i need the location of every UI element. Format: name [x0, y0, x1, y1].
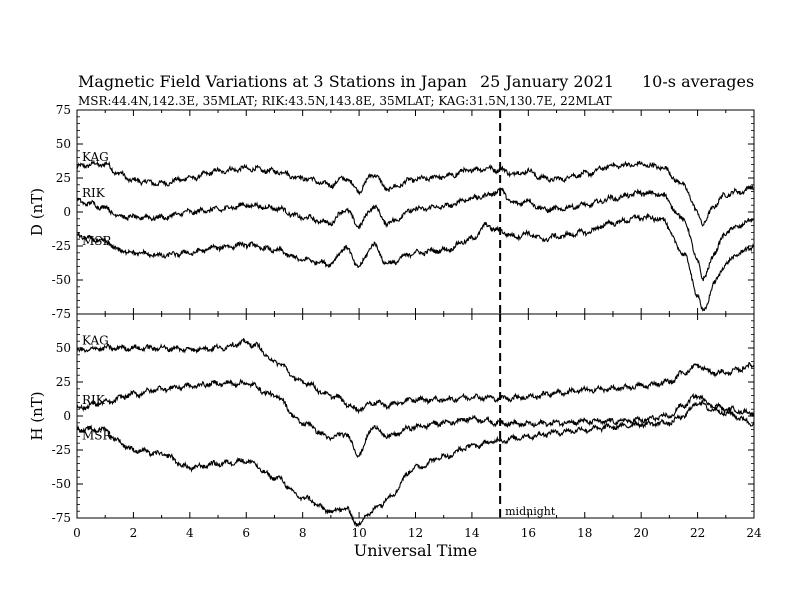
x-tick-label: 20 [634, 526, 649, 540]
y-axis-label-H: H (nT) [28, 391, 46, 440]
y-tick-label-D: -75 [52, 307, 71, 321]
x-tick-label: 24 [746, 526, 762, 540]
series-line-D-KAG [76, 159, 755, 227]
panel-frame-D [76, 109, 755, 315]
x-tick-label: 10 [351, 526, 366, 540]
series-label-H-MSR: MSR [82, 429, 113, 443]
y-tick-label-D: -50 [52, 273, 71, 287]
series-line-D-MSR [76, 212, 755, 312]
series-line-H-MSR [76, 399, 755, 528]
x-tick-label: 2 [130, 526, 138, 540]
series-line-D-RIK [76, 186, 755, 282]
series-line-H-RIK [76, 378, 755, 459]
x-tick-label: 4 [186, 526, 194, 540]
series-label-D-KAG: KAG [82, 150, 109, 164]
y-axis-label-D: D (nT) [28, 188, 46, 236]
x-tick-label: 0 [73, 526, 81, 540]
y-tick-label-D: 0 [63, 205, 71, 219]
x-tick-label: 12 [408, 526, 423, 540]
series-label-H-KAG: KAG [82, 334, 109, 348]
y-tick-label-D: 25 [56, 171, 71, 185]
y-tick-label-D: 75 [56, 103, 71, 117]
y-tick-label-H: -50 [52, 477, 71, 491]
midnight-label: midnight [505, 505, 556, 518]
x-tick-label: 14 [464, 526, 480, 540]
series-label-D-MSR: MSR [82, 234, 113, 248]
x-tick-label: 16 [521, 526, 536, 540]
series-line-H-KAG [76, 337, 755, 415]
y-tick-label-H: -75 [52, 511, 71, 525]
x-tick-label: 18 [577, 526, 592, 540]
x-axis-label: Universal Time [354, 541, 477, 560]
station-info: MSR:44.4N,142.3E, 35MLAT; RIK:43.5N,143.… [78, 94, 612, 108]
chart-title: Magnetic Field Variations at 3 Stations … [78, 72, 467, 91]
y-tick-label-D: 50 [56, 137, 71, 151]
series-label-D-RIK: RIK [82, 186, 106, 200]
x-tick-label: 8 [299, 526, 307, 540]
series-label-H-RIK: RIK [82, 393, 106, 407]
y-tick-label-H: -25 [52, 443, 71, 457]
y-tick-label-H: 0 [63, 409, 71, 423]
y-tick-label-H: 25 [56, 375, 71, 389]
y-tick-label-H: 50 [56, 341, 71, 355]
chart-date: 25 January 2021 [480, 72, 615, 91]
y-tick-label-D: -25 [52, 239, 71, 253]
x-tick-label: 22 [690, 526, 705, 540]
averaging-label: 10-s averages [642, 72, 755, 91]
x-tick-label: 6 [242, 526, 250, 540]
